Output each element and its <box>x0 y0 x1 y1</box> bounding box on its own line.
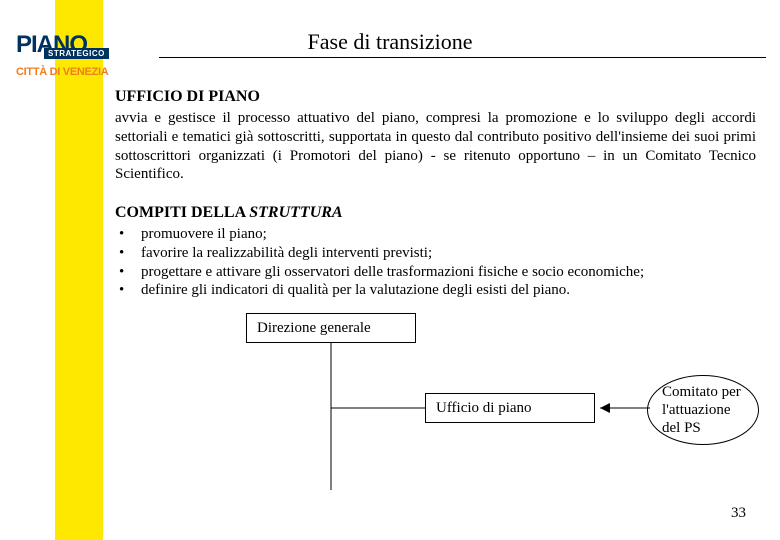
diagram-connectors <box>0 0 780 540</box>
page-number: 33 <box>731 505 746 522</box>
